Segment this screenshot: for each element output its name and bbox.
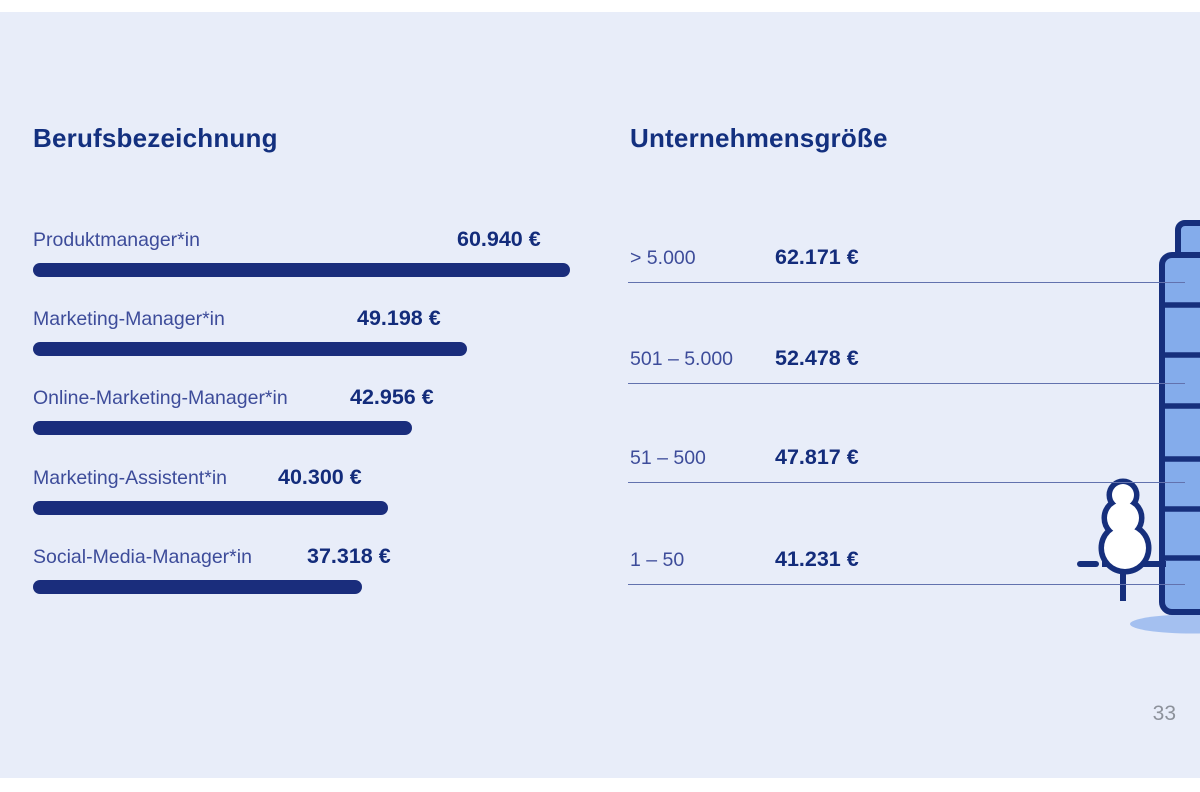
job-salary-value: 40.300 € (278, 465, 362, 489)
company-size-label: 51 – 500 (630, 447, 706, 469)
job-label: Online-Marketing-Manager*in (33, 387, 288, 409)
divider-line (628, 383, 1185, 384)
company-size-value: 41.231 € (775, 547, 859, 571)
page-number: 33 (1152, 702, 1176, 725)
job-label: Produktmanager*in (33, 229, 200, 251)
company-size-row: 1 – 50 41.231 € (628, 547, 1190, 592)
company-size-label: 1 – 50 (630, 549, 685, 571)
content-panel (0, 12, 1200, 778)
job-label: Marketing-Assistent*in (33, 467, 227, 489)
section-title-job: Berufsbezeichnung (33, 123, 278, 153)
job-salary-value: 37.318 € (307, 544, 391, 568)
divider-line (628, 282, 1185, 283)
company-size-value: 52.478 € (775, 346, 859, 370)
job-salary-value: 60.940 € (457, 227, 541, 251)
job-row: Produktmanager*in 60.940 € (33, 227, 653, 287)
job-row: Marketing-Assistent*in 40.300 € (33, 465, 653, 525)
salary-bar (33, 501, 388, 515)
company-size-row: 51 – 500 47.817 € (628, 445, 1190, 490)
ground-shadow (1130, 614, 1200, 634)
office-building-icon (1159, 252, 1200, 615)
company-size-label: > 5.000 (630, 247, 696, 269)
salary-bar (33, 421, 412, 435)
building-floor-lines (1163, 302, 1200, 561)
company-size-row: 501 – 5.000 52.478 € (628, 346, 1190, 391)
divider-line (628, 584, 1185, 585)
job-row: Online-Marketing-Manager*in 42.956 € (33, 385, 653, 445)
salary-bar (33, 580, 362, 594)
job-row: Social-Media-Manager*in 37.318 € (33, 544, 653, 604)
salary-bar (33, 263, 570, 277)
salary-bar (33, 342, 467, 356)
building-tree-illustration (1077, 220, 1200, 634)
tree-icon (1098, 478, 1152, 601)
job-label: Marketing-Manager*in (33, 308, 225, 330)
job-salary-value: 42.956 € (350, 385, 434, 409)
job-row: Marketing-Manager*in 49.198 € (33, 306, 653, 366)
job-label: Social-Media-Manager*in (33, 546, 252, 568)
company-size-row: > 5.000 62.171 € (628, 245, 1190, 290)
company-size-label: 501 – 5.000 (630, 348, 734, 370)
divider-line (628, 482, 1185, 483)
section-title-company-size: Unternehmensgröße (630, 123, 888, 153)
company-size-value: 47.817 € (775, 445, 859, 469)
job-salary-value: 49.198 € (357, 306, 441, 330)
company-size-value: 62.171 € (775, 245, 859, 269)
